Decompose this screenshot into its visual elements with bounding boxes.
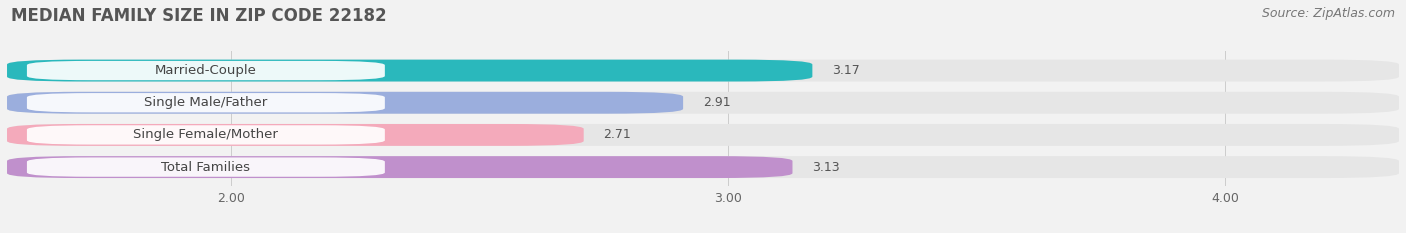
FancyBboxPatch shape [27, 61, 385, 80]
Text: Source: ZipAtlas.com: Source: ZipAtlas.com [1261, 7, 1395, 20]
Text: MEDIAN FAMILY SIZE IN ZIP CODE 22182: MEDIAN FAMILY SIZE IN ZIP CODE 22182 [11, 7, 387, 25]
Text: 2.71: 2.71 [603, 128, 631, 141]
FancyBboxPatch shape [7, 60, 1399, 82]
Text: Total Families: Total Families [162, 161, 250, 174]
FancyBboxPatch shape [27, 93, 385, 112]
FancyBboxPatch shape [7, 124, 1399, 146]
Text: Married-Couple: Married-Couple [155, 64, 257, 77]
Text: 3.13: 3.13 [813, 161, 839, 174]
FancyBboxPatch shape [7, 92, 1399, 114]
Text: Single Female/Mother: Single Female/Mother [134, 128, 278, 141]
FancyBboxPatch shape [7, 156, 793, 178]
FancyBboxPatch shape [7, 92, 683, 114]
FancyBboxPatch shape [27, 125, 385, 144]
FancyBboxPatch shape [7, 60, 813, 82]
FancyBboxPatch shape [27, 158, 385, 177]
Text: Single Male/Father: Single Male/Father [145, 96, 267, 109]
Text: 3.17: 3.17 [832, 64, 860, 77]
FancyBboxPatch shape [7, 124, 583, 146]
FancyBboxPatch shape [7, 156, 1399, 178]
Text: 2.91: 2.91 [703, 96, 731, 109]
